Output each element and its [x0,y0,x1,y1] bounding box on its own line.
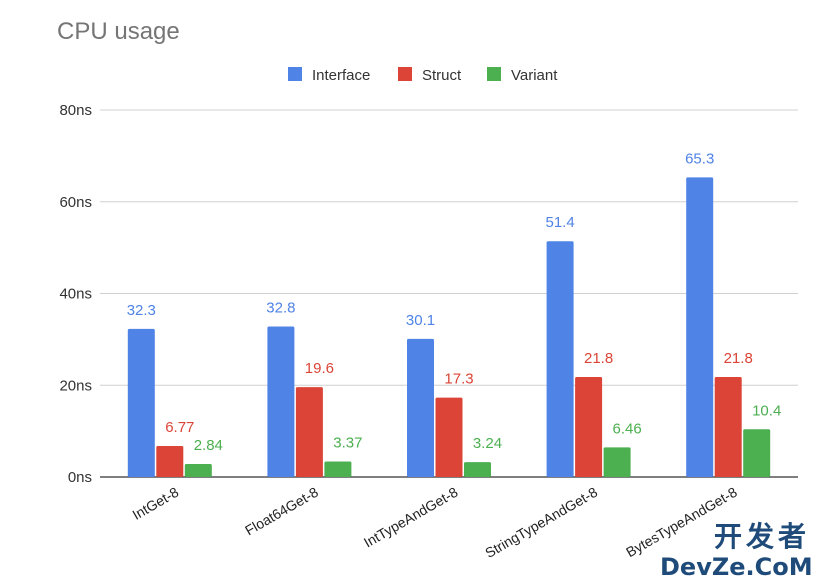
y-tick-label: 40ns [59,286,92,303]
x-tick-label: IntTypeAndGet-8 [361,484,461,551]
x-tick-label: IntGet-8 [129,484,181,523]
bar-struct [575,376,603,477]
site-watermark: 开发者 DevZe.CoM [660,520,813,582]
watermark-line-2: DevZe.CoM [660,553,813,581]
bar-variant [464,462,491,477]
data-label: 2.84 [194,437,223,454]
data-label: 32.3 [127,302,156,319]
data-label: 10.4 [752,402,781,419]
x-tick-label: Float64Get-8 [242,484,321,539]
y-tick-label: 60ns [59,194,92,211]
bar-struct [295,387,323,477]
bar-variant [603,447,631,477]
bar-interface [407,338,434,477]
bar-interface [546,241,574,477]
data-label: 30.1 [406,312,435,329]
data-label: 19.6 [305,360,334,377]
bar-struct [156,445,184,477]
data-label: 32.8 [266,300,295,317]
bar-interface [127,328,155,477]
y-tick-label: 80ns [59,102,92,119]
data-label: 6.46 [612,420,641,437]
x-tick-label: StringTypeAndGet-8 [482,484,600,561]
data-label: 6.77 [165,419,194,436]
chart-title: CPU usage [57,18,180,45]
legend-swatch [487,67,501,81]
data-label: 65.3 [685,150,714,167]
y-tick-label: 20ns [59,377,92,394]
legend-swatch [288,67,302,81]
legend-label: Struct [422,67,462,84]
y-tick-label: 0ns [68,469,92,486]
data-label: 3.37 [333,435,362,452]
legend-swatch [398,67,412,81]
bar-variant [184,463,212,477]
bar-variant [324,461,352,477]
bar-interface [686,177,714,477]
data-label: 21.8 [724,350,753,367]
watermark-line-1: 开发者 [713,520,810,553]
legend: Interface Struct Variant [288,67,558,84]
data-label: 51.4 [545,214,574,231]
data-label: 21.8 [584,350,613,367]
legend-label: Interface [312,67,370,84]
bar-struct [714,376,742,477]
data-label: 17.3 [444,371,473,388]
data-label: 3.24 [473,435,502,452]
legend-label: Variant [511,67,558,84]
bar-interface [267,326,295,477]
bar-struct [435,397,463,477]
bar-variant [743,429,771,477]
